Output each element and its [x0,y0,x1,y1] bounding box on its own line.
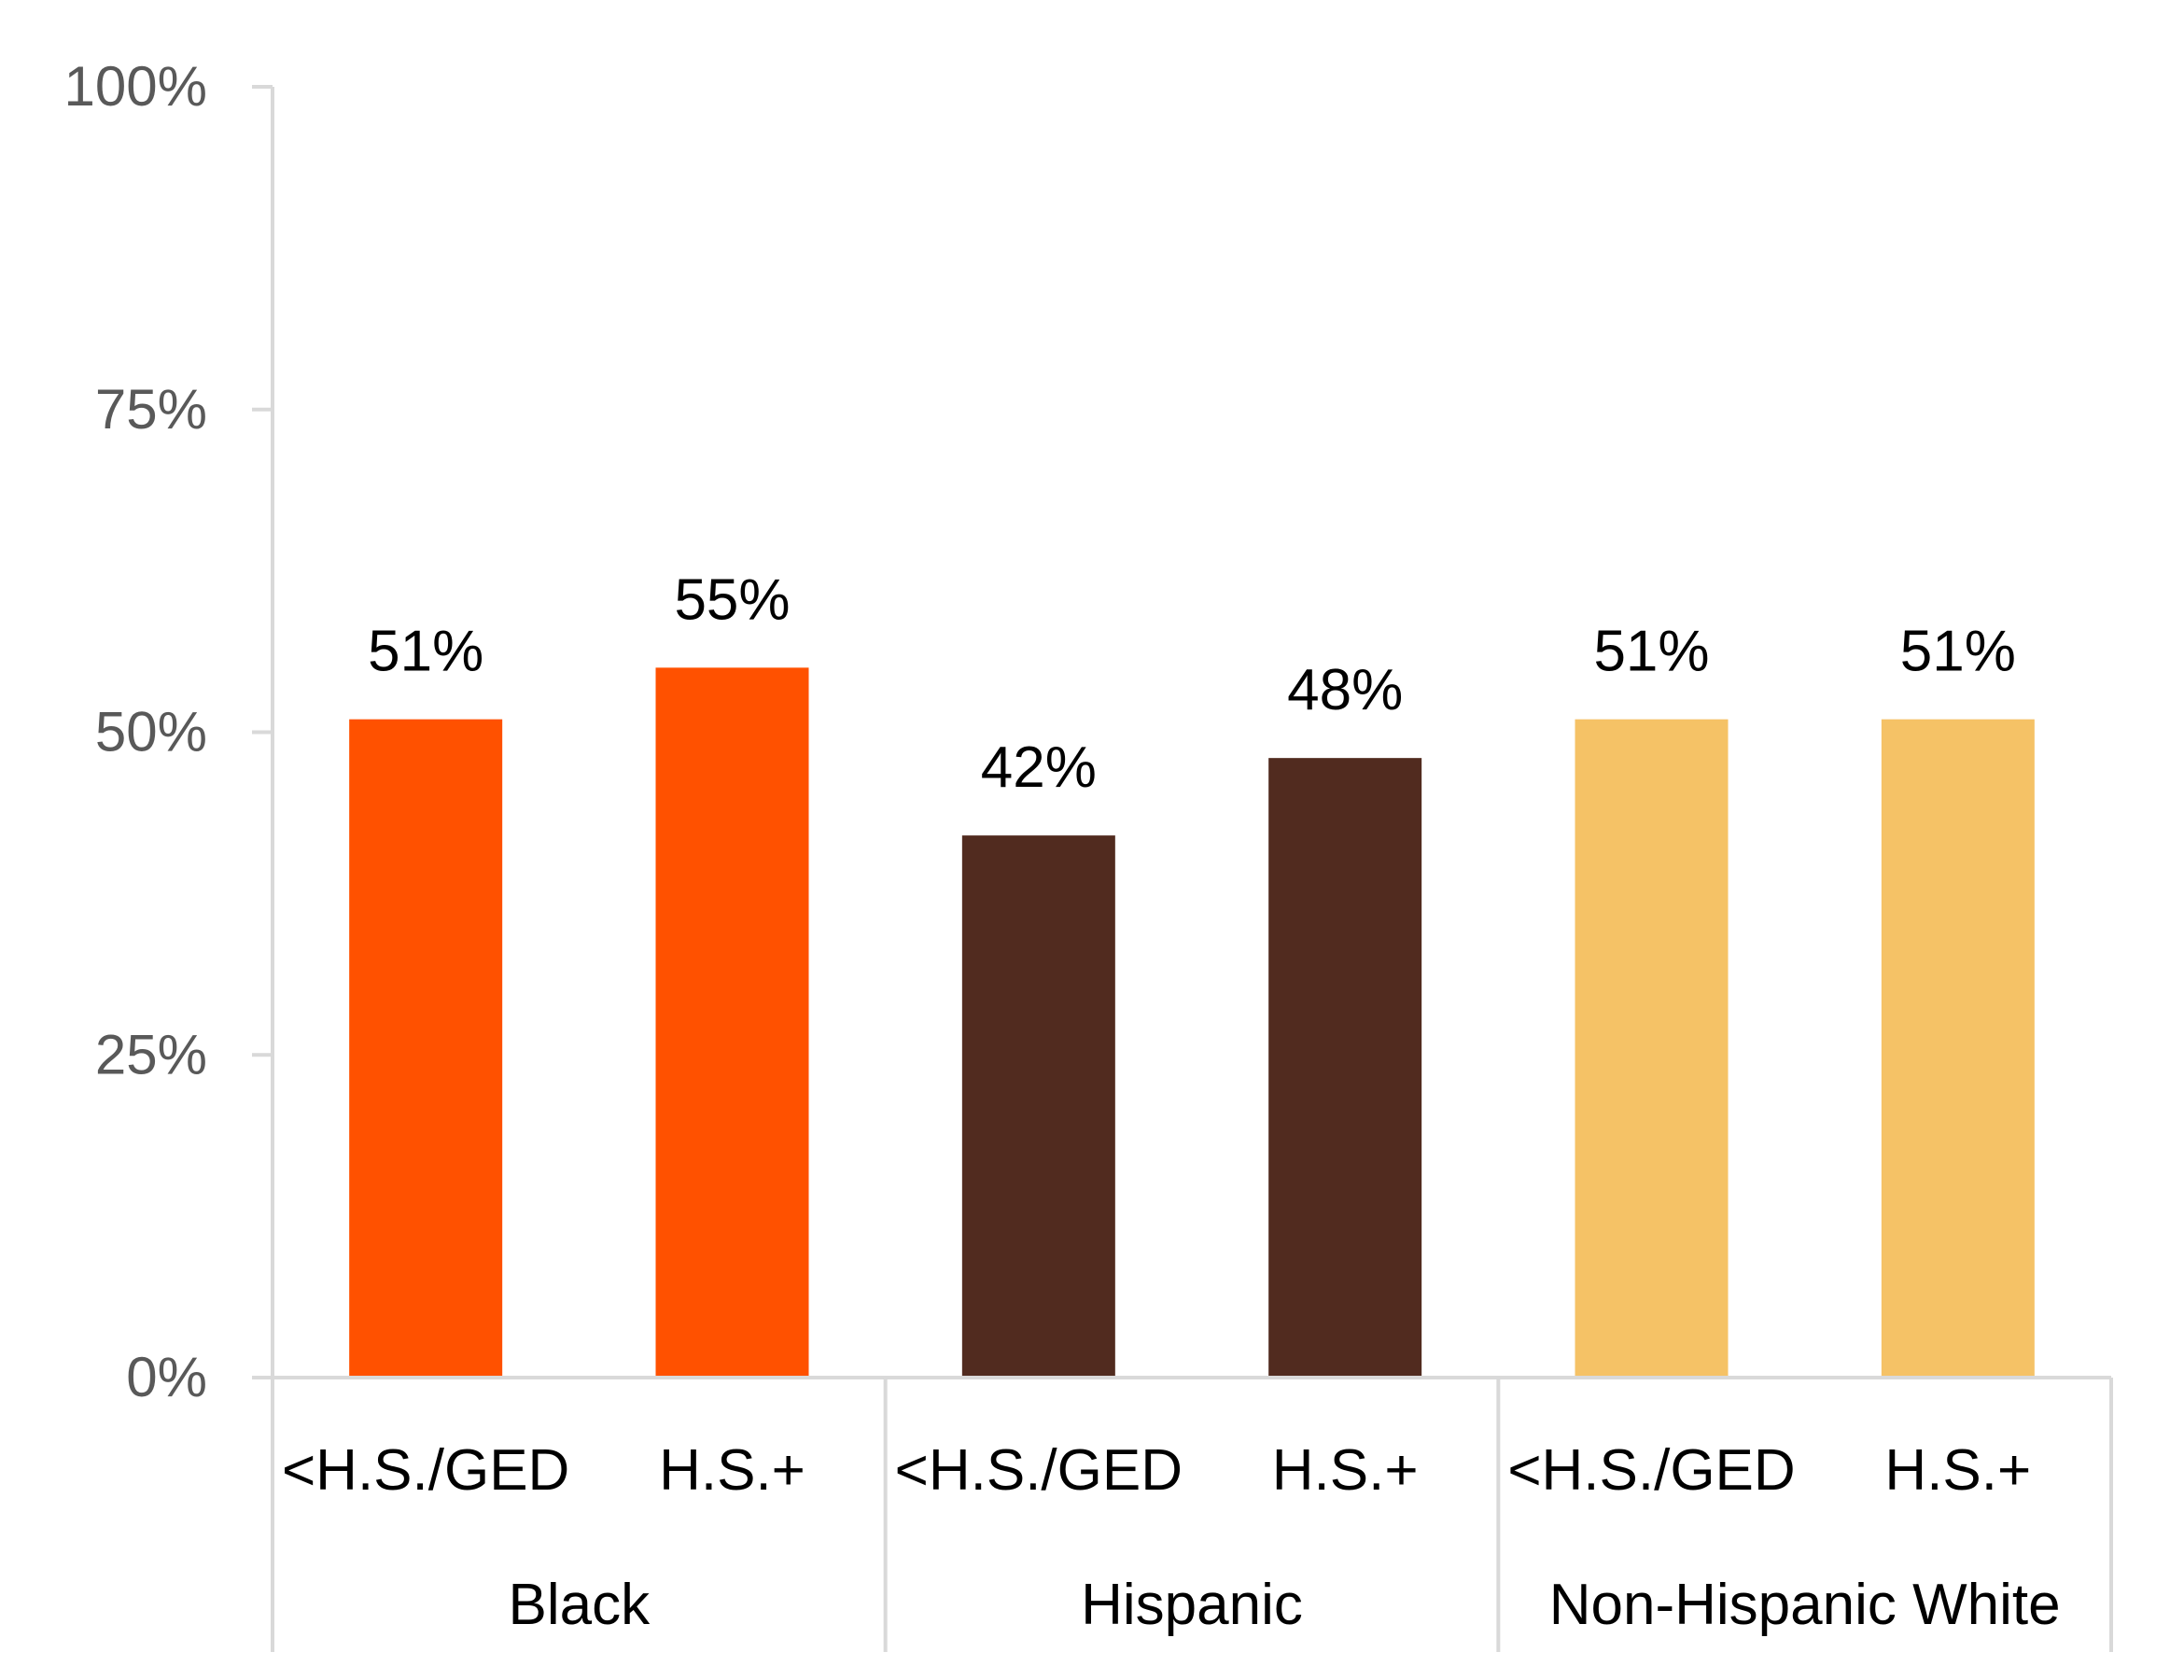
data-label: 42% [981,735,1097,800]
data-label: 51% [1900,620,2016,684]
category-label: <H.S./GED [1507,1438,1795,1503]
data-label: 48% [1287,658,1403,722]
data-label: 51% [368,620,483,684]
bar [349,719,503,1378]
bar [655,667,809,1378]
group-label: Black [509,1573,651,1637]
data-label: 55% [674,567,790,632]
y-tick-label: 25% [95,1023,207,1085]
y-tick-label: 100% [64,55,207,118]
category-label: H.S.+ [1884,1438,2031,1503]
category-label: <H.S./GED [282,1438,569,1503]
bars: 51% 55% 42% 48% 51% 51% [349,567,2035,1378]
category-label: H.S.+ [1272,1438,1419,1503]
x-axis: <H.S./GED H.S.+ Black <H.S./GED H.S.+ Hispani… [252,1376,2113,1652]
category-label: H.S.+ [659,1438,805,1503]
y-tick-label: 0% [126,1346,207,1408]
category-label: <H.S./GED [895,1438,1183,1503]
y-tick-label: 50% [95,701,207,763]
y-axis: 0% 25% 50% 75% 100% [64,55,274,1652]
group-label: Hispanic [1081,1573,1303,1637]
data-label: 51% [1593,620,1709,684]
bar [1268,758,1422,1378]
bar [961,835,1115,1378]
bar [1881,719,2035,1378]
bar [1575,719,1729,1378]
group-label: Non-Hispanic White [1549,1573,2061,1637]
y-tick-label: 75% [95,378,207,441]
